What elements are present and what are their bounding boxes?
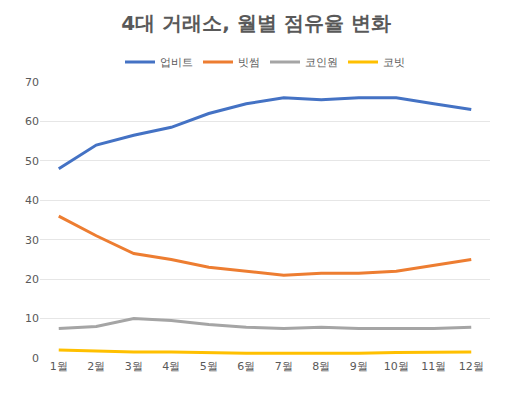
svg-text:1월: 1월: [50, 360, 68, 373]
svg-text:9월: 9월: [350, 360, 368, 373]
svg-text:12월: 12월: [459, 360, 484, 373]
svg-text:5월: 5월: [200, 360, 218, 373]
svg-text:10: 10: [25, 312, 39, 325]
svg-text:6월: 6월: [237, 360, 255, 373]
svg-text:30: 30: [25, 234, 39, 247]
svg-text:50: 50: [25, 155, 39, 168]
svg-text:코인원: 코인원: [305, 56, 338, 69]
svg-text:8월: 8월: [312, 360, 330, 373]
svg-text:4월: 4월: [162, 360, 180, 373]
svg-text:빗썸: 빗썸: [238, 56, 260, 69]
svg-text:업비트: 업비트: [160, 56, 193, 69]
svg-text:40: 40: [25, 194, 39, 207]
svg-text:20: 20: [25, 273, 39, 286]
svg-text:70: 70: [25, 76, 39, 89]
svg-text:코빗: 코빗: [383, 56, 405, 69]
svg-text:60: 60: [25, 115, 39, 128]
svg-text:11월: 11월: [421, 360, 446, 373]
svg-text:3월: 3월: [125, 360, 143, 373]
svg-text:7월: 7월: [275, 360, 293, 373]
svg-text:0: 0: [32, 352, 39, 365]
svg-text:10월: 10월: [384, 360, 409, 373]
svg-text:4대 거래소, 월별 점유율 변화: 4대 거래소, 월별 점유율 변화: [121, 11, 390, 35]
svg-text:2월: 2월: [87, 360, 105, 373]
